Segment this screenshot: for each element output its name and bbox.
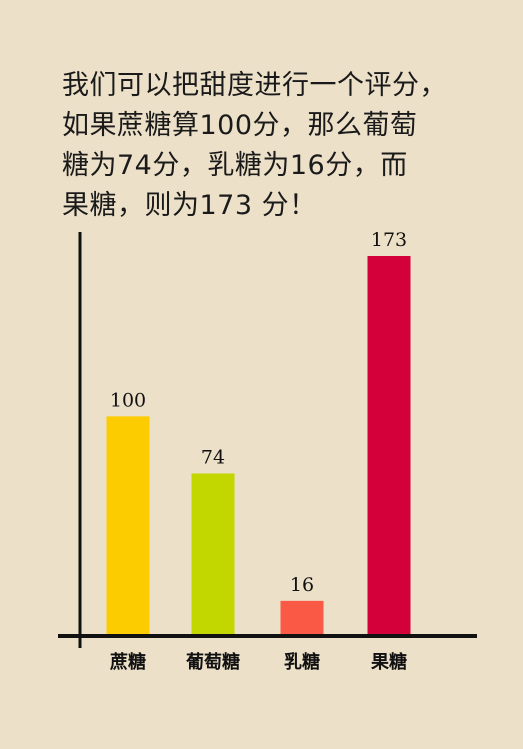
data-label-1: 100 xyxy=(110,389,146,411)
intro-line-1: 我们可以把甜度进行一个评分， xyxy=(62,70,447,101)
tick-label-3: 乳糖 xyxy=(284,651,320,673)
intro-line-3: 糖为74分，乳糖为16分，而 xyxy=(62,150,408,181)
bar-2 xyxy=(191,473,235,636)
intro-text: 我们可以把甜度进行一个评分， 如果蔗糖算100分，那么葡萄 糖为74分，乳糖为1… xyxy=(62,66,492,226)
data-label-2: 74 xyxy=(201,446,225,468)
bar-1 xyxy=(106,416,150,636)
tick-label-4: 果糖 xyxy=(370,651,407,673)
bar-4 xyxy=(367,256,411,636)
bar-3 xyxy=(280,600,324,636)
intro-line-2: 如果蔗糖算100分，那么葡萄 xyxy=(62,110,418,141)
tick-label-2: 葡萄糖 xyxy=(185,651,240,673)
tick-label-1: 蔗糖 xyxy=(109,651,146,673)
intro-line-4: 果糖，则为173 分！ xyxy=(62,190,317,221)
data-label-4: 173 xyxy=(371,229,407,251)
data-label-3: 16 xyxy=(290,574,314,596)
